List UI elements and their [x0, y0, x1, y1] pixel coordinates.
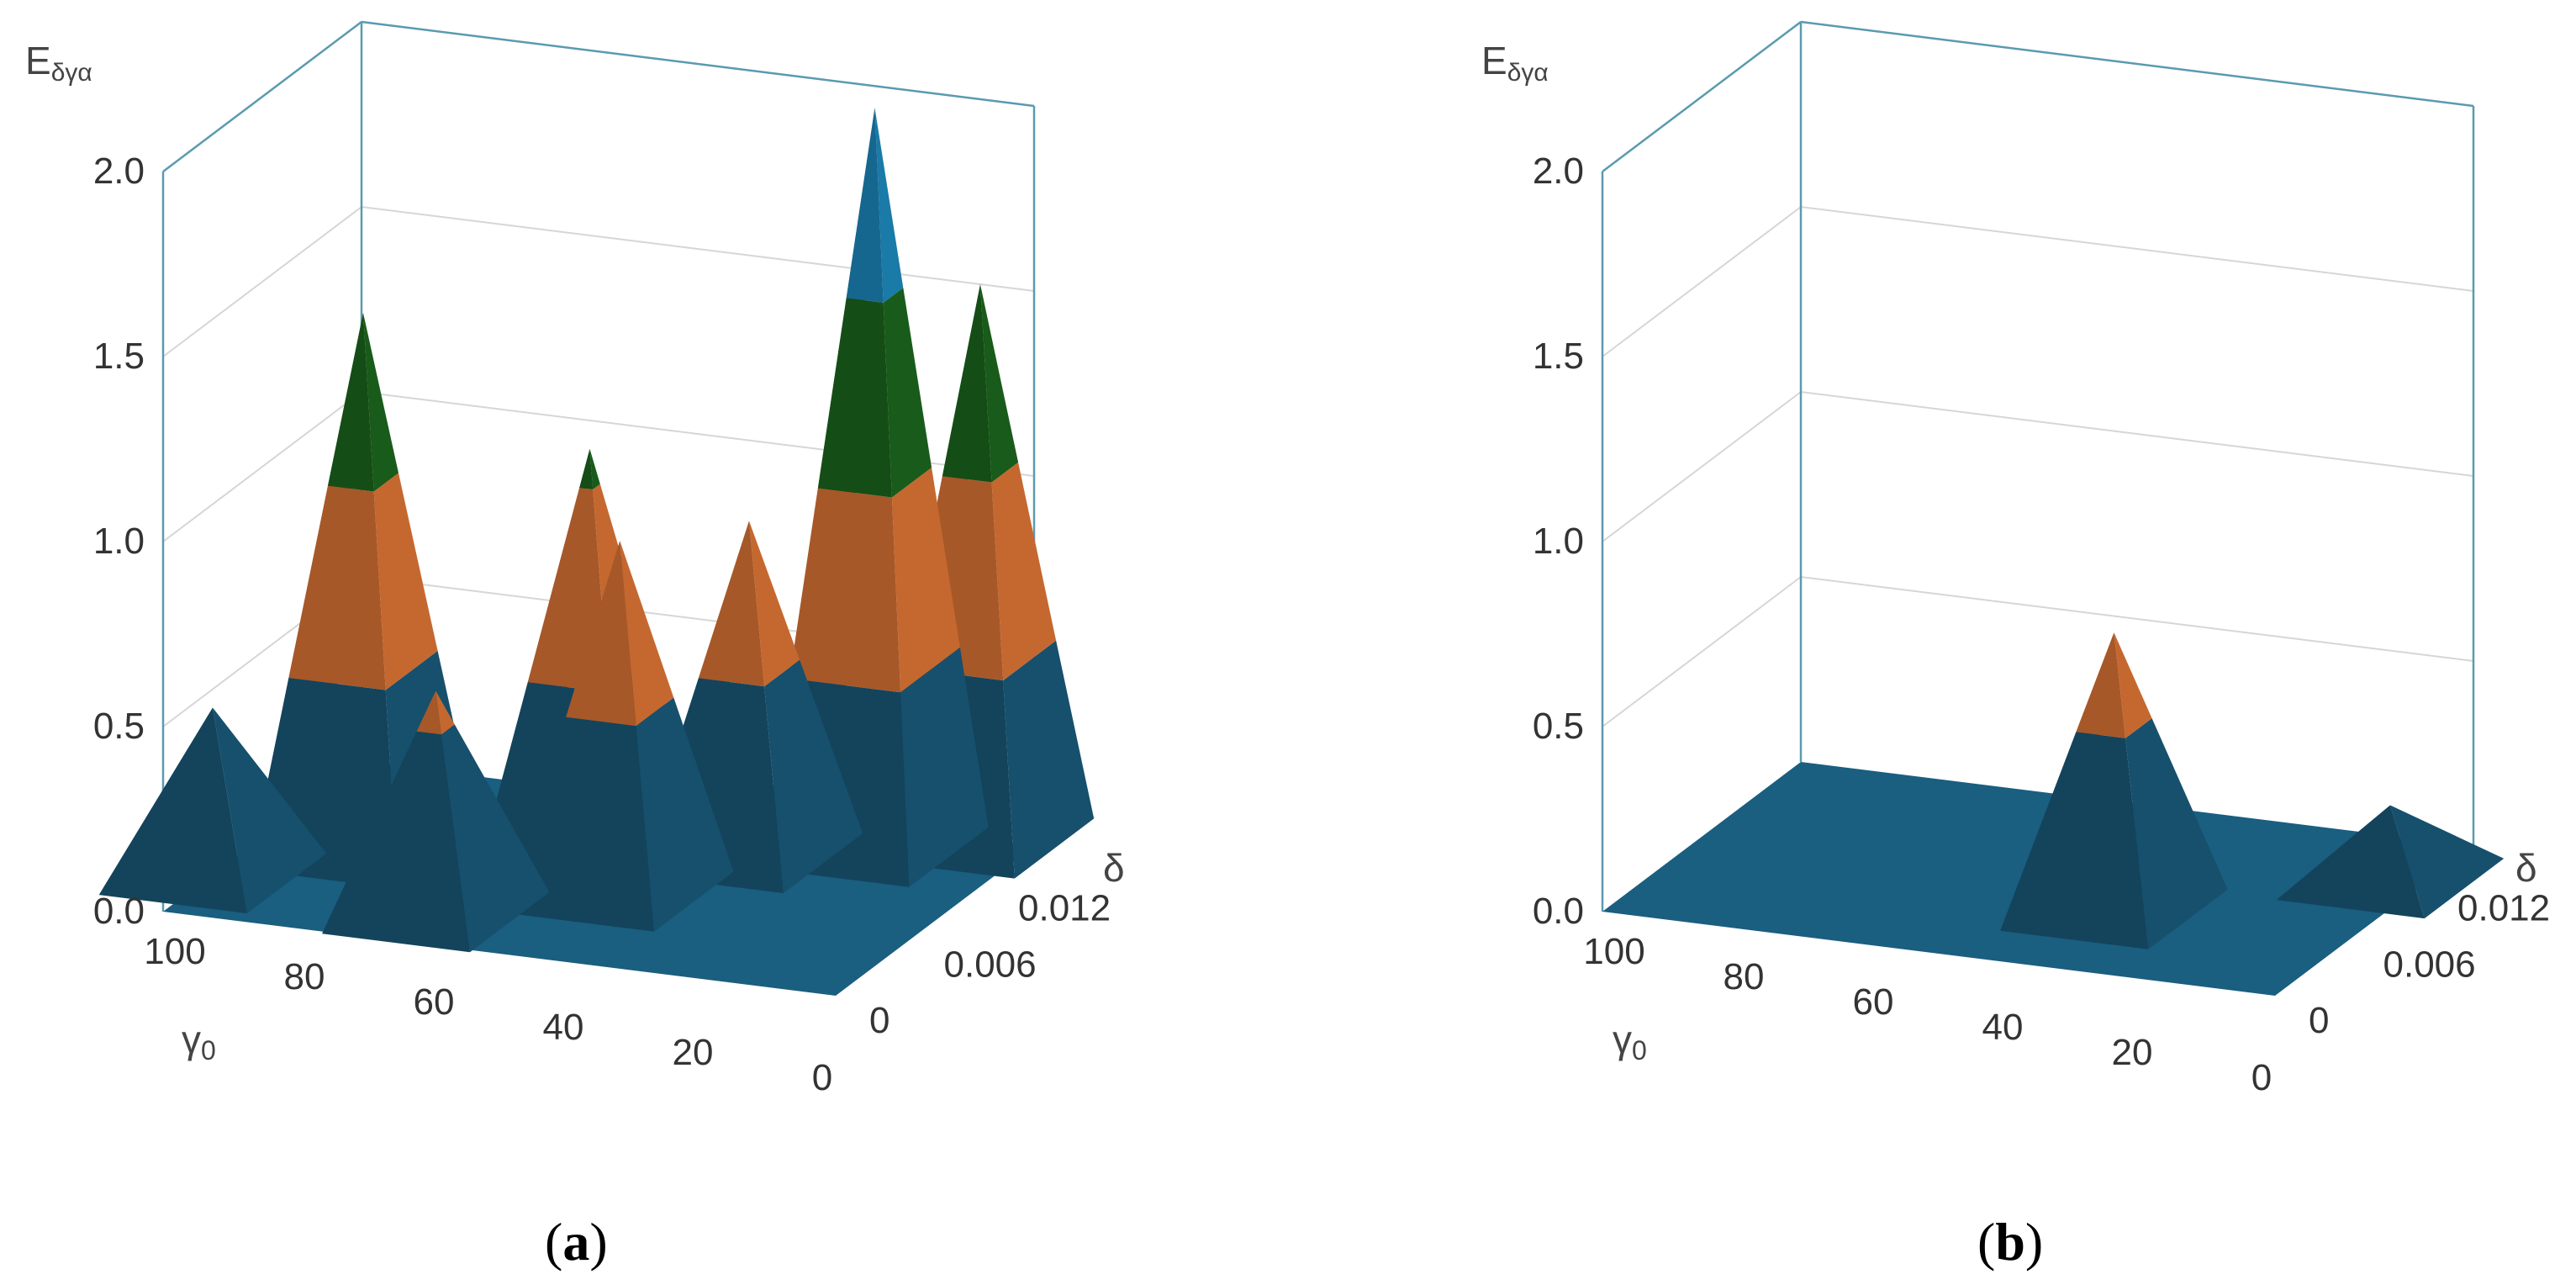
gamma-tick-label: 80: [284, 956, 325, 997]
gamma-axis-ticks: 100 80 60 40 20 0: [1583, 931, 2272, 1098]
frame-edge: [162, 21, 362, 172]
peak-face-front: [288, 485, 386, 690]
peak-face-front: [579, 448, 594, 489]
peak-face-front: [98, 707, 247, 914]
peak-face-right: [441, 724, 550, 953]
peak-face-right: [589, 448, 600, 489]
peak-face-front: [789, 488, 901, 693]
peak-face-right: [900, 647, 989, 887]
gamma-tick-label: 100: [144, 931, 205, 972]
z-tick-label: 1.5: [1533, 336, 1584, 377]
gamma-tick-label: 20: [2112, 1032, 2153, 1073]
peak-face-right: [749, 521, 800, 687]
z-tick-label: 0.5: [1533, 706, 1584, 747]
peak-face-front: [846, 108, 884, 303]
delta-axis-ticks: 0 0.006 0.012: [869, 888, 1111, 1042]
peak-face-right: [2390, 805, 2505, 919]
peak-face-front: [566, 541, 636, 727]
surface-plot: [1602, 632, 2505, 996]
gamma-axis-ticks: 100 80 60 40 20 0: [144, 931, 832, 1098]
peak-face-front: [416, 690, 441, 735]
z-tick-label: 1.0: [93, 521, 145, 562]
peak-face-right: [1003, 640, 1095, 879]
peak-face-right: [636, 697, 734, 932]
gamma-tick-label: 100: [1583, 931, 1644, 972]
z-tick-label: 1.5: [93, 336, 145, 377]
peak-face-front: [942, 284, 992, 483]
frame-edge: [1602, 21, 1802, 172]
peak-face-right: [620, 541, 674, 727]
z-tick-label: 0.5: [93, 706, 145, 747]
z-axis-title: Eδγα: [25, 39, 92, 87]
z-axis-ticks: 0.0 0.5 1.0 1.5 2.0: [93, 151, 145, 932]
peak-face-front: [2076, 632, 2126, 738]
z-gridline: [1602, 575, 2474, 727]
z-gridline: [1602, 390, 2474, 542]
chart-panel-a: Eδγα 0.0 0.5 1.0 1.5 2.0 100 80 60 40 20 0 0 0.006…: [25, 20, 1125, 1272]
peak-face-right: [2114, 632, 2152, 738]
z-axis-title: Eδγα: [1481, 39, 1549, 87]
delta-axis-title: δ: [2515, 846, 2537, 890]
peak-face-right: [2125, 718, 2228, 949]
peak: [98, 707, 327, 914]
frame-edge: [1800, 20, 2474, 108]
peak-face-front: [328, 313, 374, 492]
peak-face-right: [883, 288, 932, 498]
peak: [2000, 632, 2228, 949]
peak-face-front: [322, 731, 470, 953]
surface-plot: [98, 108, 1095, 996]
gamma-tick-label: 40: [543, 1007, 584, 1048]
peak-face-front: [2276, 805, 2425, 919]
z-gridline: [1602, 20, 2474, 172]
z-gridline: [162, 20, 1035, 172]
gamma-axis-title: γ0: [182, 1018, 216, 1066]
peak-face-right: [991, 462, 1057, 681]
z-tick-label: 2.0: [93, 151, 145, 192]
gamma-tick-label: 40: [1982, 1007, 2024, 1048]
z-axis-ticks: 0.0 0.5 1.0 1.5 2.0: [1533, 151, 1584, 932]
delta-axis-ticks: 0 0.006 0.012: [2309, 888, 2550, 1042]
peak-face-right: [764, 659, 863, 894]
peak-face-right: [213, 707, 327, 914]
peak-face-front: [2000, 732, 2149, 949]
delta-tick-label: 0: [869, 1000, 889, 1041]
delta-tick-label: 0.006: [944, 944, 1037, 985]
peak-face-front: [817, 298, 892, 498]
frame-edge: [361, 20, 1035, 108]
gamma-tick-label: 20: [673, 1032, 714, 1073]
gamma-tick-label: 0: [812, 1057, 832, 1098]
gamma-tick-label: 60: [414, 981, 455, 1023]
gamma-axis-title: γ0: [1613, 1018, 1647, 1066]
gamma-tick-label: 0: [2251, 1057, 2272, 1098]
peak: [506, 541, 734, 932]
z-gridline: [1602, 205, 2474, 357]
chart-frame: [1601, 20, 2475, 912]
peak-face-right: [435, 690, 455, 735]
z-tick-label: 2.0: [1533, 151, 1584, 192]
delta-tick-label: 0: [2309, 1000, 2329, 1041]
peak-face-right: [363, 313, 399, 492]
peak-face-front: [506, 717, 654, 932]
peak-face-right: [980, 284, 1019, 483]
peak-face-front: [698, 521, 765, 687]
panel-caption-b: (b): [1977, 1212, 2043, 1272]
delta-axis-title: δ: [1103, 846, 1125, 890]
gamma-tick-label: 60: [1853, 981, 1894, 1023]
peak: [322, 690, 550, 953]
panel-caption-a: (a): [545, 1212, 608, 1272]
gamma-tick-label: 80: [1723, 956, 1765, 997]
peak-face-right: [874, 108, 904, 303]
z-tick-label: 0.0: [93, 891, 145, 932]
peak-face-right: [373, 473, 438, 690]
delta-tick-label: 0.006: [2383, 944, 2476, 985]
peak-face-right: [891, 468, 960, 693]
z-tick-label: 0.0: [1533, 891, 1584, 932]
peak-face-front: [527, 488, 609, 693]
delta-tick-label: 0.012: [1018, 888, 1111, 929]
chart-panel-b: Eδγα 0.0 0.5 1.0 1.5 2.0 100 80 60 40 20 0 0 0.006…: [1481, 20, 2550, 1272]
z-tick-label: 1.0: [1533, 521, 1584, 562]
delta-tick-label: 0.012: [2457, 888, 2550, 929]
